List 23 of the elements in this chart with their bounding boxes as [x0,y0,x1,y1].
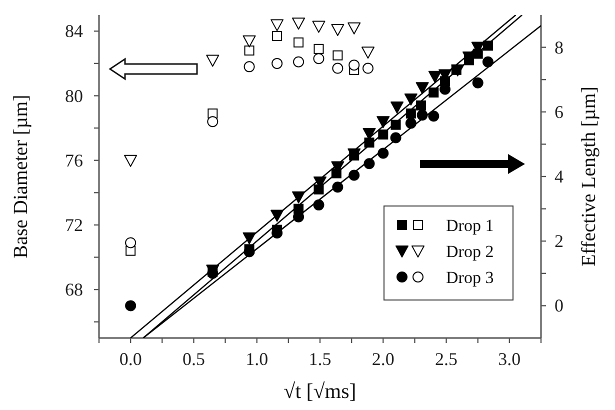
y-axis-title: Base Diameter [µm] [10,94,32,258]
y-tick-label: 84 [65,21,83,42]
y2-tick-label: 0 [554,296,564,316]
y2-tick-label: 4 [554,166,564,186]
x-tick-label: 1.0 [246,349,268,369]
x-axis-title: √t [√ms] [284,379,356,403]
x-tick-label: 0.0 [119,349,142,369]
y-tick-label: 76 [65,150,83,170]
y-tick-label: 68 [65,280,83,300]
y-tick-label: 80 [65,86,83,106]
legend-label: Drop 2 [446,242,494,261]
x-tick-label: 2.5 [435,349,458,369]
y2-tick-label: 2 [554,231,564,252]
y2-tick-label: 6 [554,102,564,122]
x-tick-label: 0.5 [182,349,205,369]
y2-axis-title: Effective Length [µm] [578,86,600,266]
y2-tick-label: 8 [554,37,564,58]
x-tick-label: 2.0 [372,349,394,369]
legend-label: Drop 1 [446,216,494,235]
y-tick-label: 72 [65,214,83,235]
legend-label: Drop 3 [446,268,494,287]
x-tick-label: 3.0 [498,349,521,369]
x-tick-label: 1.5 [308,349,332,369]
